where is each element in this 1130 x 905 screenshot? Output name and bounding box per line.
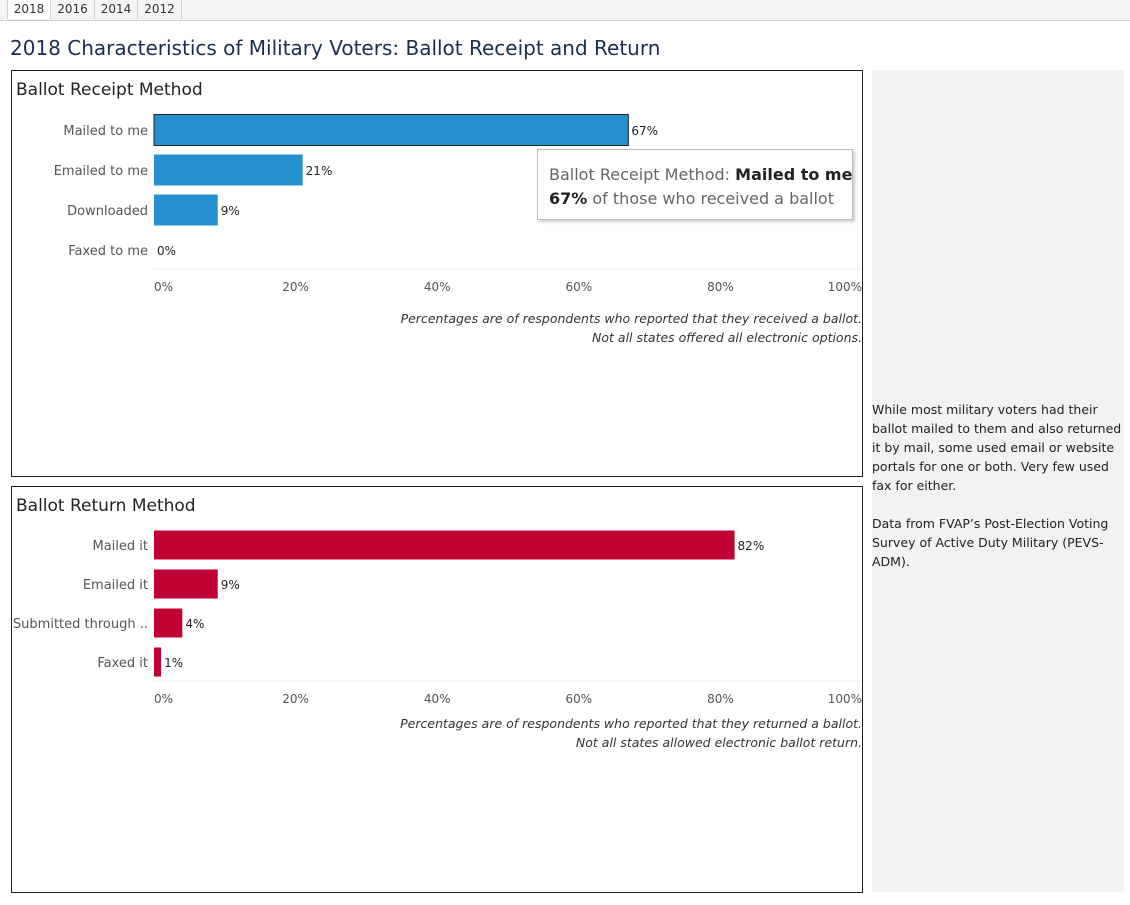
x-tick-label: 60% xyxy=(565,692,592,706)
tooltip-value: 67% xyxy=(549,189,588,208)
x-tick-label: 100% xyxy=(828,280,862,294)
tooltip-suffix: of those who received a ballot xyxy=(592,189,834,208)
category-label: Downloaded xyxy=(67,204,148,219)
return-chart: Mailed it 82% Emailed it 9% Submitted throug… xyxy=(13,530,862,706)
category-label: Emailed it xyxy=(83,578,148,593)
value-label: 0% xyxy=(157,244,176,258)
tab-2018[interactable]: 2018 xyxy=(7,0,51,19)
value-label: 21% xyxy=(306,164,333,178)
x-tick-label: 0% xyxy=(154,280,173,294)
bar xyxy=(154,154,303,186)
x-tick-label: 0% xyxy=(154,692,173,706)
bar xyxy=(153,114,629,146)
bar xyxy=(154,530,735,560)
year-tabs: 2018 2016 2014 2012 xyxy=(0,0,1130,21)
x-tick-label: 20% xyxy=(282,692,309,706)
x-tick-label: 100% xyxy=(828,692,862,706)
x-tick-label: 20% xyxy=(282,280,309,294)
tooltip-line2: 67% of those who received a ballot xyxy=(549,187,841,211)
tooltip-line1: Ballot Receipt Method: Mailed to me xyxy=(549,163,852,187)
category-label: Submitted through .. xyxy=(13,617,148,632)
x-tick-label: 80% xyxy=(707,280,734,294)
category-label: Faxed it xyxy=(97,656,148,671)
return-note-line1: Percentages are of respondents who repor… xyxy=(400,716,862,731)
bar xyxy=(154,569,218,599)
tab-2014[interactable]: 2014 xyxy=(95,0,138,19)
bar-tooltip: Ballot Receipt Method: Mailed to me 67% … xyxy=(537,149,853,220)
receipt-panel-title: Ballot Receipt Method xyxy=(16,80,203,100)
receipt-panel: Ballot Receipt Method Mailed to me 67% Ema… xyxy=(11,70,863,477)
return-panel-title: Ballot Return Method xyxy=(16,496,196,516)
return-note-line2: Not all states allowed electronic ballot… xyxy=(575,735,862,750)
category-label: Mailed it xyxy=(93,539,149,554)
sidebar-paragraph-1: While most military voters had their bal… xyxy=(872,402,1122,493)
tooltip-category: Mailed to me xyxy=(735,165,853,184)
x-tick-label: 40% xyxy=(424,280,451,294)
value-label: 67% xyxy=(631,124,658,138)
x-tick-label: 40% xyxy=(424,692,451,706)
value-label: 82% xyxy=(738,539,765,553)
receipt-chart: Mailed to me 67% Emailed to me 21% Downloade… xyxy=(54,114,862,294)
x-tick-label: 60% xyxy=(565,280,592,294)
category-label: Emailed to me xyxy=(54,164,148,179)
bar xyxy=(154,608,183,638)
bar xyxy=(154,194,218,226)
receipt-note-line1: Percentages are of respondents who repor… xyxy=(400,311,862,326)
value-label: 1% xyxy=(164,656,183,670)
value-label: 4% xyxy=(185,617,204,631)
tab-2012[interactable]: 2012 xyxy=(138,0,182,19)
sidebar-paragraph-2: Data from FVAP’s Post-Election Voting Su… xyxy=(872,516,1109,569)
tooltip-label: Ballot Receipt Method: xyxy=(549,165,731,184)
value-label: 9% xyxy=(221,204,240,218)
bar xyxy=(154,647,162,677)
value-label: 9% xyxy=(221,578,240,592)
return-panel: Ballot Return Method Mailed it 82% Emailed… xyxy=(11,486,863,893)
sidebar: While most military voters had their bal… xyxy=(872,70,1124,892)
x-tick-label: 80% xyxy=(707,692,734,706)
receipt-note-line2: Not all states offered all electronic op… xyxy=(592,330,862,345)
page-title: 2018 Characteristics of Military Voters:… xyxy=(10,36,661,60)
sidebar-text: While most military voters had their bal… xyxy=(872,400,1124,590)
category-label: Mailed to me xyxy=(63,124,148,139)
category-label: Faxed to me xyxy=(68,244,148,259)
tab-2016[interactable]: 2016 xyxy=(51,0,95,19)
